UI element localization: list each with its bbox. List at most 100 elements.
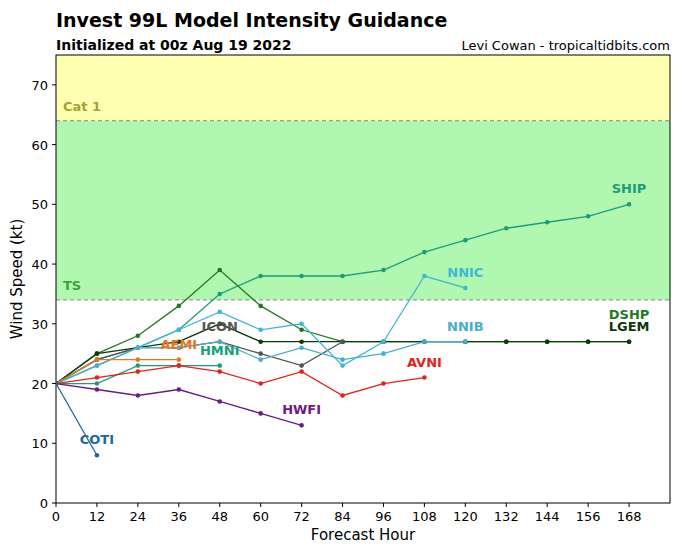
- series-point: [258, 411, 263, 416]
- x-tick: [506, 503, 507, 507]
- x-tick-label: 0: [52, 509, 60, 524]
- x-tick-label: 108: [412, 509, 437, 524]
- subtitle: Initialized at 00z Aug 19 2022: [56, 37, 292, 53]
- title: Invest 99L Model Intensity Guidance: [56, 9, 447, 31]
- series-point: [95, 357, 100, 362]
- series-point: [504, 339, 509, 344]
- band-label: TS: [63, 278, 81, 293]
- series-point: [95, 357, 100, 362]
- x-tick: [342, 503, 343, 507]
- series-point: [177, 363, 182, 368]
- plot-frame: [56, 55, 670, 503]
- series-label: SHIP: [612, 181, 647, 196]
- series-point: [136, 345, 141, 350]
- y-tick-label: 20: [31, 377, 48, 392]
- series-point: [95, 453, 100, 458]
- credit: Levi Cowan - tropicaltidbits.com: [461, 38, 670, 53]
- series-point: [422, 339, 427, 344]
- x-tick-label: 36: [171, 509, 188, 524]
- series-point: [95, 387, 100, 392]
- series-point: [340, 274, 345, 279]
- series-label: HWFI: [282, 402, 321, 417]
- y-tick: [52, 383, 56, 384]
- series-point: [627, 339, 632, 344]
- band-boundary: [56, 299, 670, 300]
- series-point: [95, 363, 100, 368]
- x-tick-label: 120: [453, 509, 478, 524]
- x-tick: [178, 503, 179, 507]
- y-tick-label: 60: [31, 138, 48, 153]
- series-line: [56, 204, 629, 383]
- series-point: [95, 357, 100, 362]
- y-tick: [52, 503, 56, 504]
- series-point: [56, 381, 58, 386]
- series-point: [627, 202, 632, 207]
- series-point: [340, 339, 345, 344]
- x-tick: [424, 503, 425, 507]
- series-line: [56, 342, 465, 384]
- series-point: [95, 363, 100, 368]
- series-point: [95, 381, 100, 386]
- series-point: [586, 214, 591, 219]
- y-tick-label: 70: [31, 78, 48, 93]
- series-point: [217, 363, 222, 368]
- x-tick-label: 24: [130, 509, 147, 524]
- series-label: COTI: [80, 432, 114, 447]
- series-point: [136, 357, 141, 362]
- series-point: [217, 292, 222, 297]
- series-point: [217, 310, 222, 315]
- x-tick: [96, 503, 97, 507]
- series-point: [177, 387, 182, 392]
- x-tick-label: 168: [617, 509, 642, 524]
- series-point: [136, 363, 141, 368]
- series-point: [381, 339, 386, 344]
- series-point: [299, 322, 304, 327]
- series-point: [258, 304, 263, 309]
- series-point: [136, 345, 141, 350]
- band-label: Cat 1: [63, 99, 101, 114]
- series-point: [586, 339, 591, 344]
- series-point: [381, 268, 386, 273]
- series-point: [258, 351, 263, 356]
- series-point: [299, 274, 304, 279]
- series-point: [422, 339, 427, 344]
- series-point: [381, 339, 386, 344]
- series-point: [258, 274, 263, 279]
- x-tick: [465, 503, 466, 507]
- x-tick: [547, 503, 548, 507]
- series-point: [56, 381, 58, 386]
- x-tick: [301, 503, 302, 507]
- series-point: [381, 381, 386, 386]
- series-point: [56, 381, 58, 386]
- series-point: [136, 345, 141, 350]
- series-point: [627, 339, 632, 344]
- band-boundary: [56, 120, 670, 121]
- series-point: [258, 327, 263, 332]
- series-point: [258, 339, 263, 344]
- y-tick-label: 30: [31, 317, 48, 332]
- x-tick: [56, 503, 57, 507]
- x-tick: [383, 503, 384, 507]
- x-tick-label: 144: [535, 509, 560, 524]
- x-tick-label: 156: [576, 509, 601, 524]
- series-point: [56, 381, 58, 386]
- series-label: AEMI: [160, 337, 197, 352]
- x-tick: [137, 503, 138, 507]
- series-point: [340, 363, 345, 368]
- series-point: [136, 345, 141, 350]
- series-label: ICON: [202, 319, 238, 334]
- y-tick-label: 10: [31, 436, 48, 451]
- series-point: [545, 339, 550, 344]
- series-point: [299, 369, 304, 374]
- series-point: [422, 250, 427, 255]
- series-point: [463, 339, 468, 344]
- y-tick: [52, 144, 56, 145]
- series-point: [299, 345, 304, 350]
- intensity-band: [56, 55, 670, 121]
- series-point: [136, 345, 141, 350]
- series-line: [56, 270, 629, 383]
- series-point: [463, 238, 468, 243]
- series-point: [136, 369, 141, 374]
- y-tick-label: 50: [31, 197, 48, 212]
- series-point: [340, 393, 345, 398]
